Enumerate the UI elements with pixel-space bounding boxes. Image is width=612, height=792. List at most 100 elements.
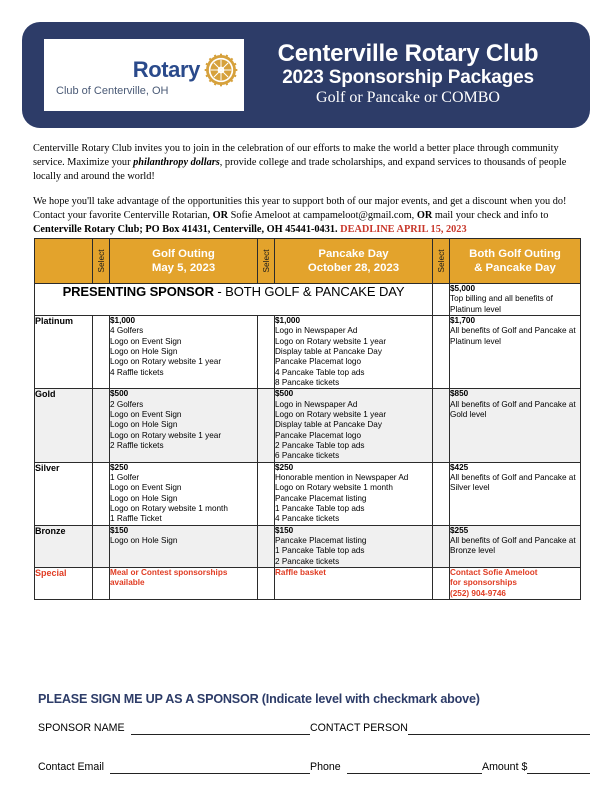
golf-benefit: Logo on Event Sign	[110, 409, 182, 419]
phone-label: Phone	[310, 761, 341, 773]
select-checkbox-special-pancake[interactable]	[257, 566, 275, 600]
pancake-benefit: Pancake Placemat listing	[275, 493, 367, 503]
phone-input[interactable]	[346, 762, 482, 774]
intro-or-1: OR	[212, 209, 229, 221]
select-checkbox-both[interactable]	[432, 314, 450, 390]
both-benefit: All benefits of Golf and Pancake at Silv…	[450, 472, 576, 493]
intro-p2-a: We hope you'll take advantage of the opp…	[33, 195, 567, 221]
pancake-benefit: 1 Pancake Table top ads	[275, 546, 365, 556]
special-golf-cell: Meal or Contest sponsorships available	[109, 566, 258, 600]
sponsor-name-input[interactable]	[130, 723, 310, 735]
select-checkbox-golf[interactable]	[92, 388, 110, 463]
golf-amount: $1,000	[110, 315, 136, 325]
page-title: Centerville Rotary Club	[277, 39, 539, 67]
pancake-amount: $1,000	[275, 315, 301, 325]
contact-person-input[interactable]	[407, 723, 590, 735]
pancake-benefit: 4 Pancake tickets	[275, 514, 340, 524]
select-checkbox-presenting-both[interactable]	[432, 283, 450, 316]
select-checkbox-pancake[interactable]	[257, 524, 275, 568]
deadline-notice: DEADLINE APRIL 15, 2023	[340, 224, 467, 236]
both-amount: $1,700	[450, 315, 476, 325]
select-column-golf[interactable]: Select	[92, 238, 110, 284]
intro-p1-emphasis: philanthropy dollars	[133, 157, 220, 169]
presenting-sponsor-bold: PRESENTING SPONSOR	[62, 284, 214, 299]
both-amount: $850	[450, 389, 469, 399]
presenting-sponsor-rest: - BOTH GOLF & PANCAKE DAY	[213, 284, 405, 299]
amount-label: Amount $	[482, 761, 528, 773]
intro-paragraph-1: Centerville Rotary Club invites you to j…	[33, 142, 584, 185]
header-both-line2: & Pancake Day	[474, 261, 556, 274]
select-checkbox-both[interactable]	[432, 388, 450, 463]
golf-package-cell: $1,000 4 Golfers Logo on Event Sign Logo…	[109, 314, 258, 390]
pancake-benefit: 6 Pancake tickets	[275, 451, 340, 461]
golf-benefit: Logo on Rotary website 1 year	[110, 357, 222, 367]
amount-input[interactable]	[527, 762, 590, 774]
contact-person-field[interactable]: CONTACT PERSON	[310, 722, 590, 735]
table-row: Platinum $1,000 4 Golfers Logo on Event …	[34, 314, 581, 390]
pancake-benefit: Display table at Pancake Day	[275, 346, 382, 356]
select-checkbox-both[interactable]	[432, 524, 450, 568]
table-row: Gold $500 2 Golfers Logo on Event Sign L…	[34, 388, 581, 463]
sponsor-name-label: SPONSOR NAME	[38, 722, 125, 734]
both-amount: $425	[450, 462, 469, 472]
select-checkbox-special-golf[interactable]	[92, 566, 110, 600]
select-label-golf: Select	[96, 249, 106, 273]
golf-amount: $150	[110, 525, 129, 535]
level-name: Silver	[34, 461, 93, 526]
intro-paragraph-2: We hope you'll take advantage of the opp…	[33, 195, 584, 238]
phone-field[interactable]: Phone	[310, 761, 482, 774]
header-pancake-day: Pancake Day October 28, 2023	[274, 238, 433, 284]
golf-benefit: 4 Raffle tickets	[110, 367, 164, 377]
header-pancake-line2: October 28, 2023	[307, 261, 400, 274]
pancake-package-cell: $150 Pancake Placemat listing 1 Pancake …	[274, 524, 433, 568]
select-column-pancake[interactable]: Select	[257, 238, 275, 284]
select-checkbox-golf[interactable]	[92, 461, 110, 526]
select-checkbox-pancake[interactable]	[257, 388, 275, 463]
special-contact-line1: Contact Sofie Ameloot	[450, 567, 538, 577]
select-checkbox-pancake[interactable]	[257, 314, 275, 390]
rotary-logo-subtitle: Club of Centerville, OH	[56, 85, 169, 97]
both-package-cell: $850 All benefits of Golf and Pancake at…	[449, 388, 581, 463]
sponsor-name-field[interactable]: SPONSOR NAME	[38, 722, 310, 735]
special-level-name: Special	[34, 566, 93, 600]
select-checkbox-both[interactable]	[432, 461, 450, 526]
pancake-amount: $250	[275, 462, 294, 472]
golf-benefit: Logo on Hole Sign	[110, 346, 178, 356]
pancake-benefit: Logo in Newspaper Ad	[275, 399, 358, 409]
page-subtitle: 2023 Sponsorship Packages	[282, 66, 534, 88]
both-benefit: All benefits of Golf and Pancake at Bron…	[450, 535, 576, 556]
header-both-events: Both Golf Outing & Pancake Day	[449, 238, 581, 284]
presenting-sponsor-label: PRESENTING SPONSOR - BOTH GOLF & PANCAKE…	[34, 283, 433, 316]
special-pancake-cell: Raffle basket	[274, 566, 433, 600]
table-row-special: Special Meal or Contest sponsorships ava…	[34, 566, 581, 600]
intro-or-2: OR	[416, 209, 433, 221]
intro-p2-c: mail your check and info to	[432, 209, 549, 221]
golf-amount: $250	[110, 462, 129, 472]
golf-benefit: Logo on Event Sign	[110, 483, 182, 493]
contact-email-input[interactable]	[109, 762, 310, 774]
level-name: Bronze	[34, 524, 93, 568]
level-name: Platinum	[34, 314, 93, 390]
table-row: Bronze $150 Logo on Hole Sign $150 Panca…	[34, 524, 581, 568]
level-name: Gold	[34, 388, 93, 463]
signup-section: PLEASE SIGN ME UP AS A SPONSOR (Indicate…	[38, 692, 590, 774]
header-banner: Rotary	[22, 22, 590, 128]
presenting-both-cell: $5,000 Top billing and all benefits of P…	[449, 283, 581, 316]
select-column-both[interactable]: Select	[432, 238, 450, 284]
contact-email-field[interactable]: Contact Email	[38, 761, 310, 774]
select-checkbox-pancake[interactable]	[257, 461, 275, 526]
select-checkbox-golf[interactable]	[92, 524, 110, 568]
pancake-benefit: Logo on Rotary website 1 year	[275, 336, 387, 346]
table-body: PRESENTING SPONSOR - BOTH GOLF & PANCAKE…	[34, 283, 581, 600]
pancake-benefit: 2 Pancake tickets	[275, 556, 340, 566]
golf-package-cell: $150 Logo on Hole Sign	[109, 524, 258, 568]
select-checkbox-special-both[interactable]	[432, 566, 450, 600]
golf-package-cell: $500 2 Golfers Logo on Event Sign Logo o…	[109, 388, 258, 463]
rotary-logo: Rotary	[44, 39, 244, 111]
header-level-col	[34, 238, 93, 284]
intro-p1-b: , provide college and trade scholarships…	[33, 157, 567, 183]
amount-field[interactable]: Amount $	[482, 761, 590, 774]
select-checkbox-golf[interactable]	[92, 314, 110, 390]
pancake-benefit: 2 Pancake Table top ads	[275, 440, 365, 450]
select-label-pancake: Select	[261, 249, 271, 273]
